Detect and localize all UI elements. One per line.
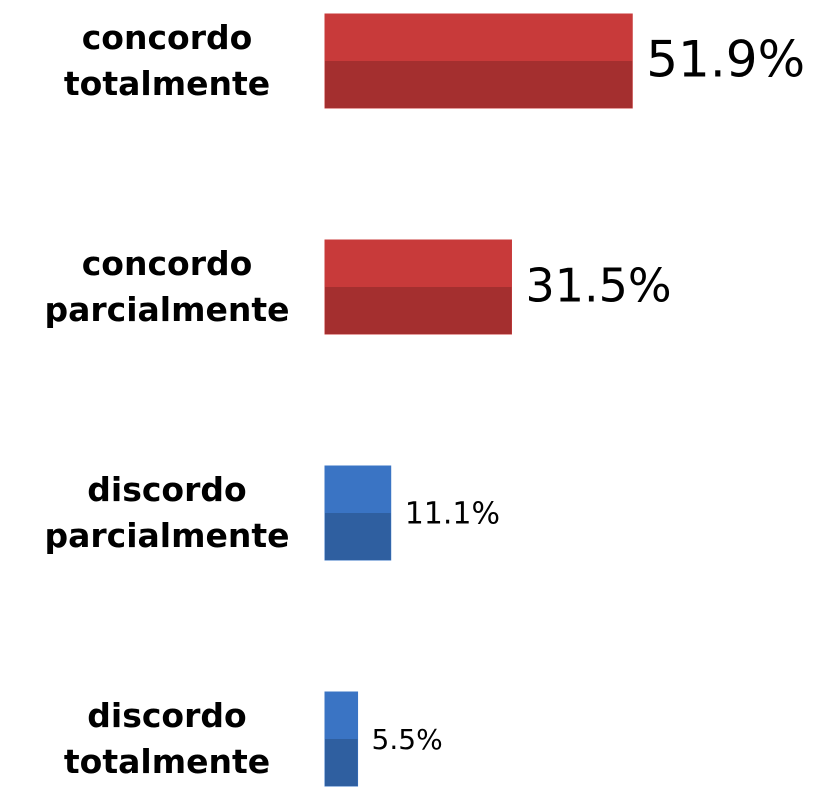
category-label: concordo totalmente (63, 18, 271, 103)
bar-shade (325, 513, 391, 560)
value-label: 31.5% (525, 259, 671, 313)
bar (324, 691, 359, 787)
category-label: discordo totalmente (63, 696, 271, 781)
bar (324, 239, 512, 335)
value-label: 51.9% (646, 31, 805, 89)
value-label: 5.5% (372, 723, 443, 756)
category-label: concordo parcialmente (44, 244, 290, 329)
bar (324, 465, 392, 561)
bar-shade (325, 287, 512, 334)
category-label: discordo parcialmente (44, 470, 290, 555)
bar-shade (325, 739, 358, 786)
bar (324, 13, 633, 109)
value-label: 11.1% (405, 497, 500, 532)
bar-shade (325, 61, 633, 108)
